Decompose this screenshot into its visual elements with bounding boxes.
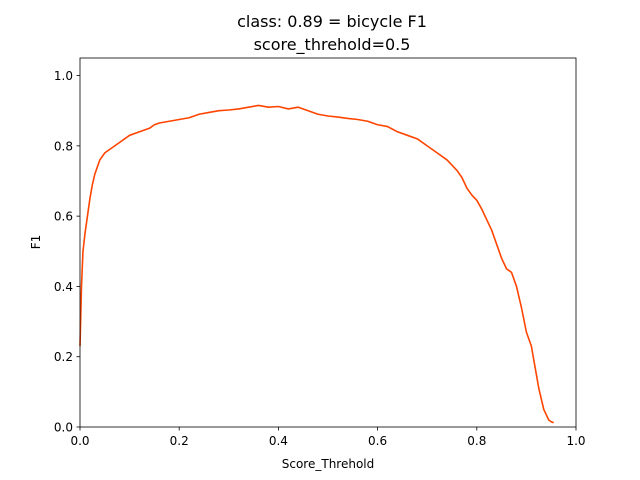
chart-title-line1: class: 0.89 = bicycle F1 bbox=[237, 12, 427, 31]
plot-area bbox=[79, 104, 554, 424]
y-tick-label: 0.0 bbox=[54, 421, 73, 435]
x-tick-label: 0.8 bbox=[467, 434, 486, 448]
x-axis-label: Score_Threhold bbox=[282, 457, 375, 471]
y-tick-label: 0.2 bbox=[54, 350, 73, 364]
x-axis-ticks: 0.0 0.2 0.4 0.6 0.8 1.0 bbox=[70, 427, 586, 448]
x-tick-label: 1.0 bbox=[566, 434, 585, 448]
y-tick-label: 0.6 bbox=[54, 210, 73, 224]
x-tick-label: 0.2 bbox=[170, 434, 189, 448]
f1-curve bbox=[79, 104, 554, 424]
y-axis-label: F1 bbox=[29, 235, 43, 250]
y-tick-label: 0.4 bbox=[54, 280, 73, 294]
x-tick-label: 0.6 bbox=[368, 434, 387, 448]
y-tick-label: 0.8 bbox=[54, 139, 73, 153]
plot-frame bbox=[79, 57, 577, 428]
chart-title-line2: score_threhold=0.5 bbox=[254, 35, 411, 55]
x-tick-label: 0.4 bbox=[269, 434, 288, 448]
y-axis-ticks: 0.0 0.2 0.4 0.6 0.8 1.0 bbox=[54, 69, 80, 435]
y-tick-label: 1.0 bbox=[54, 69, 73, 83]
x-tick-label: 0.0 bbox=[70, 434, 89, 448]
